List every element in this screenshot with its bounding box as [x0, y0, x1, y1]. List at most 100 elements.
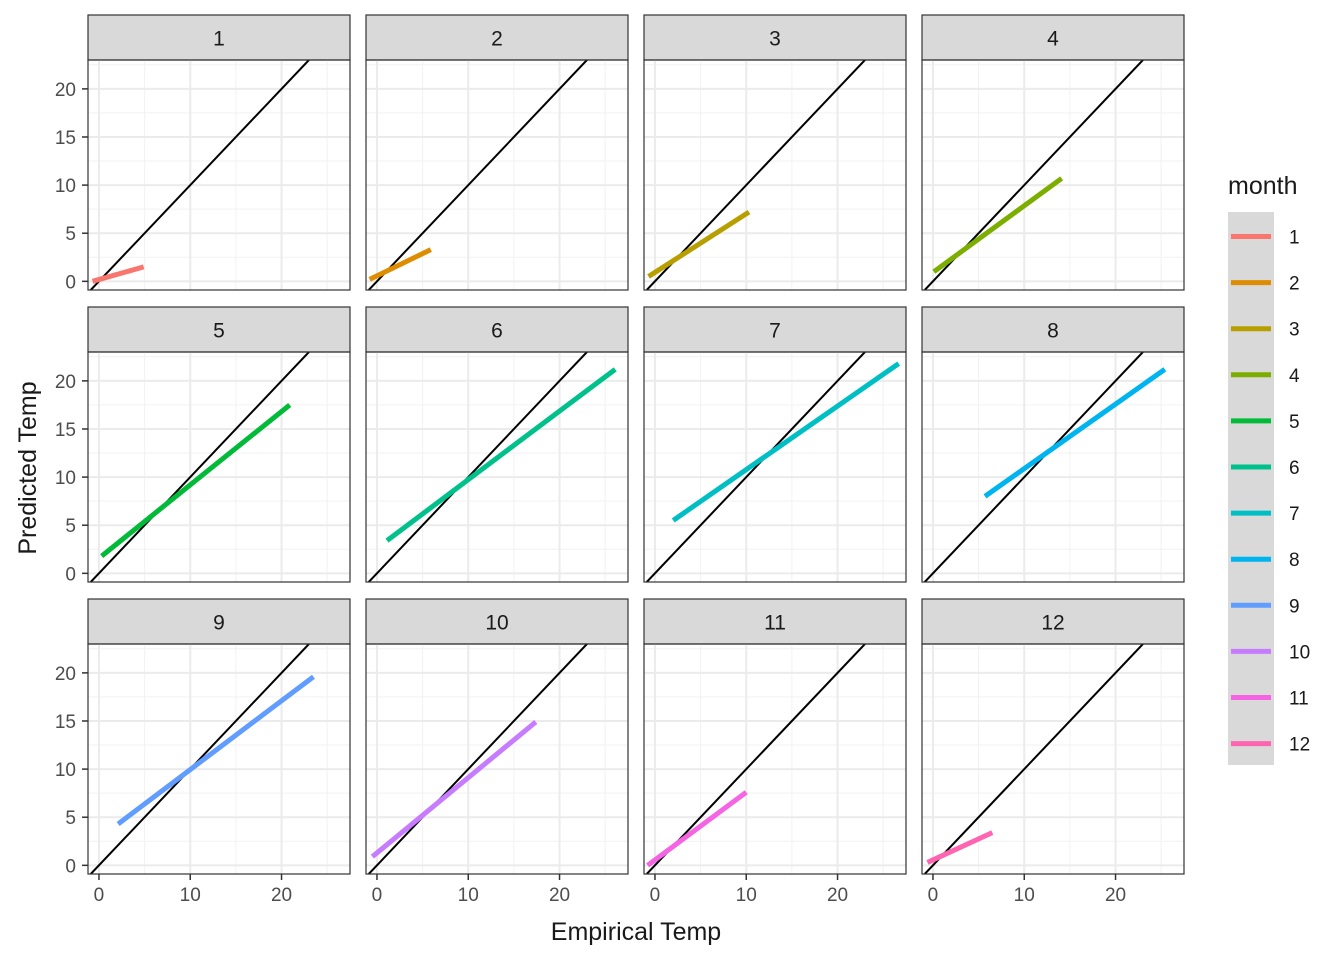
legend-label: 6 [1289, 458, 1300, 479]
facet-strip-12 [921, 598, 1185, 645]
legend-label: 4 [1289, 366, 1300, 387]
facet-strip-11 [643, 598, 907, 645]
facet-strip-9 [87, 598, 351, 645]
x-tick-label: 20 [1105, 885, 1126, 906]
facet-strip-10 [365, 598, 629, 645]
panel-grid [88, 60, 350, 290]
facet-strip-label: 11 [764, 612, 786, 635]
facet-strip-4 [921, 14, 1185, 61]
panel-grid [644, 352, 906, 582]
facet-strip-label: 3 [769, 28, 781, 51]
series-line-month-9 [116, 674, 315, 826]
identity-line [368, 352, 588, 582]
facet-strip-6 [365, 306, 629, 353]
y-tick-label: 5 [65, 224, 76, 245]
x-tick-label: 20 [827, 885, 848, 906]
legend-label: 8 [1289, 550, 1300, 571]
facet-strip-label: 8 [1047, 320, 1059, 343]
panel-grid [644, 60, 906, 290]
legend-label: 5 [1289, 412, 1300, 433]
facet-strip-label: 6 [491, 320, 503, 343]
series-line-month-4 [932, 176, 1064, 274]
x-tick-label: 0 [94, 885, 105, 906]
facet-panel-8: 8 [921, 306, 1185, 583]
x-tick-label: 10 [180, 885, 201, 906]
facet-strip-8 [921, 306, 1185, 353]
legend-label: 2 [1289, 274, 1300, 295]
y-tick-label: 0 [65, 856, 76, 877]
y-tick-label: 5 [65, 808, 76, 829]
legend-label: 11 [1289, 689, 1309, 710]
facet-strip-5 [87, 306, 351, 353]
identity-line [368, 644, 588, 874]
identity-line [924, 644, 1144, 874]
facet-panel-11: 11 [643, 598, 907, 875]
identity-line [368, 60, 588, 290]
panel-grid [644, 644, 906, 874]
y-tick-label: 20 [55, 664, 76, 685]
facet-panel-4: 4 [921, 14, 1185, 291]
identity-line [924, 352, 1144, 582]
series-line-month-5 [100, 402, 292, 558]
series-line-month-7 [671, 361, 901, 523]
y-tick-label: 20 [55, 372, 76, 393]
facet-panel-10: 10 [365, 598, 629, 875]
x-tick-label: 0 [928, 885, 939, 906]
panel-grid [88, 352, 350, 582]
facet-panel-9: 9 [87, 598, 351, 875]
facet-strip-1 [87, 14, 351, 61]
x-tick-label: 10 [1014, 885, 1035, 906]
panel-grid [922, 60, 1184, 290]
facet-strip-label: 2 [491, 28, 503, 51]
facet-strip-label: 12 [1041, 612, 1064, 635]
y-tick-label: 0 [65, 272, 76, 293]
identity-line [90, 352, 310, 582]
series-line-month-11 [646, 790, 748, 868]
panel-grid [922, 644, 1184, 874]
series-line-month-10 [370, 720, 538, 859]
x-tick-label: 20 [271, 885, 292, 906]
legend-label: 1 [1289, 228, 1300, 249]
facet-panel-1: 1 [87, 14, 351, 291]
legend-label: 9 [1289, 596, 1300, 617]
y-tick-label: 10 [55, 760, 76, 781]
legend-label: 7 [1289, 504, 1300, 525]
y-axis-tick-labels: 0 5 10 15 20 0 5 10 15 20 0 5 10 15 20 [55, 80, 88, 877]
legend-label: 10 [1289, 642, 1310, 663]
panel-grid [366, 60, 628, 290]
x-axis-title: Empirical Temp [551, 918, 721, 946]
y-tick-label: 0 [65, 564, 76, 585]
y-tick-label: 15 [55, 128, 76, 149]
series-line-month-2 [368, 247, 432, 282]
legend-key-background [1228, 212, 1274, 765]
panel-grid [366, 352, 628, 582]
facet-strip-label: 5 [213, 320, 225, 343]
x-tick-label: 10 [458, 885, 479, 906]
y-tick-label: 20 [55, 80, 76, 101]
x-tick-label: 0 [650, 885, 661, 906]
series-line-month-6 [385, 367, 617, 543]
facet-panel-2: 2 [365, 14, 629, 291]
y-tick-label: 15 [55, 712, 76, 733]
x-axis-tick-labels: 0 10 20 0 10 20 0 10 20 0 10 20 [94, 874, 1126, 906]
identity-line [90, 60, 310, 290]
facet-panel-6: 6 [365, 306, 629, 583]
identity-line [90, 644, 310, 874]
x-tick-label: 0 [372, 885, 383, 906]
facet-strip-7 [643, 306, 907, 353]
y-axis-title: Predicted Temp [14, 381, 42, 554]
facet-panel-7: 7 [643, 306, 907, 583]
facet-strip-label: 4 [1047, 28, 1059, 51]
series-line-month-12 [926, 830, 994, 865]
facet-panel-3: 3 [643, 14, 907, 291]
y-tick-label: 10 [55, 468, 76, 489]
facet-panels: 1 2 3 45 6 7 89 10 11 12 [87, 14, 1185, 875]
y-tick-label: 10 [55, 176, 76, 197]
series-line-month-8 [983, 367, 1167, 499]
series-line-month-3 [647, 209, 751, 279]
legend-title: month [1228, 172, 1297, 200]
facet-strip-label: 1 [213, 28, 225, 51]
identity-line [646, 644, 866, 874]
